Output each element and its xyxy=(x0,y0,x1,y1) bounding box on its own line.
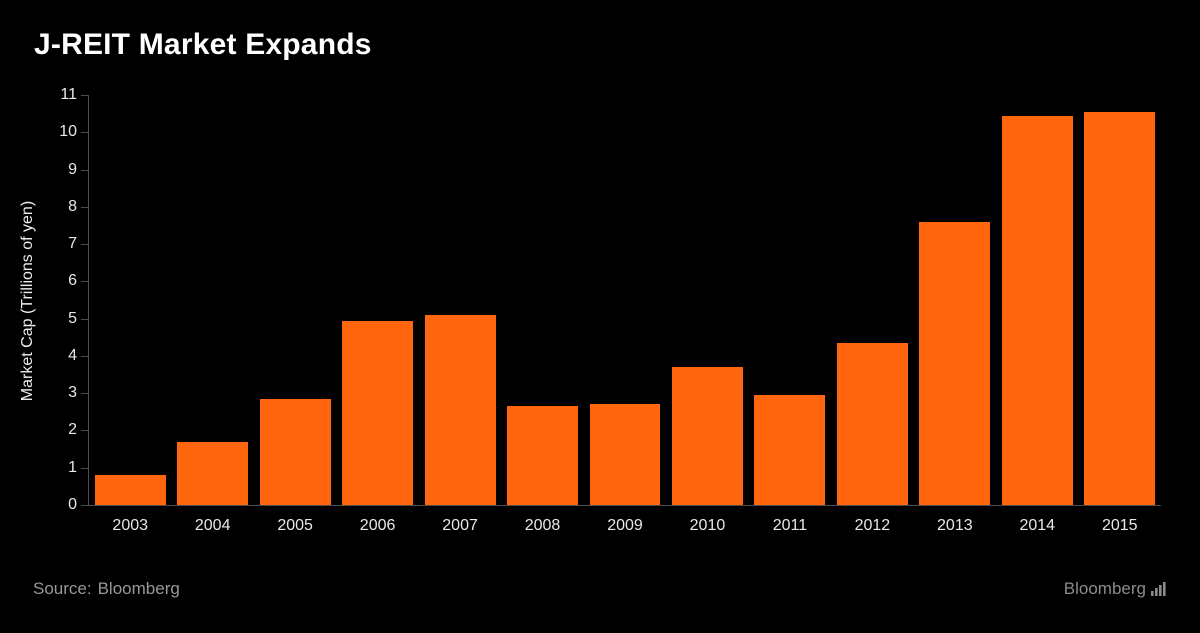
bar-2012 xyxy=(836,342,908,505)
y-tick-label: 0 xyxy=(68,496,77,513)
y-axis-title: Market Cap (Trillions of yen) xyxy=(19,200,36,402)
bar-2009 xyxy=(589,404,661,505)
y-tick-label: 11 xyxy=(60,86,77,103)
y-tick-label: 2 xyxy=(68,421,77,439)
y-tick-label: 5 xyxy=(68,309,77,327)
bar-2004 xyxy=(177,441,249,505)
source-note: Source: Bloomberg xyxy=(33,579,180,599)
x-tick-label: 2013 xyxy=(937,517,973,534)
bar-2006 xyxy=(342,320,414,505)
y-tick-label: 9 xyxy=(68,160,77,178)
x-tick-label: 2004 xyxy=(194,517,231,534)
source-value: Bloomberg xyxy=(97,579,180,598)
y-tick-mark xyxy=(81,244,88,246)
x-tick-label: 2006 xyxy=(359,517,396,534)
bar-2014 xyxy=(1001,115,1073,505)
source-label: Source: xyxy=(33,579,92,598)
y-tick-label: 4 xyxy=(68,346,77,364)
y-tick-label: 6 xyxy=(68,272,77,290)
y-tick-mark xyxy=(81,505,88,506)
bloomberg-logo: Bloomberg xyxy=(1064,579,1166,599)
y-tick-label: 7 xyxy=(68,235,77,253)
y-tick-mark xyxy=(81,467,88,469)
y-tick-mark xyxy=(81,169,88,171)
chart-title: J-REIT Market Expands xyxy=(34,28,372,61)
x-tick-label: 2007 xyxy=(442,517,478,534)
bar-2011 xyxy=(754,395,826,505)
y-tick-label: 3 xyxy=(68,384,77,402)
bar-2008 xyxy=(507,406,578,505)
bar-2015 xyxy=(1084,111,1156,505)
y-tick-mark xyxy=(81,132,88,134)
y-tick-label: 8 xyxy=(68,197,77,215)
y-tick-mark xyxy=(81,355,88,357)
y-tick-mark xyxy=(81,318,88,320)
x-tick-label: 2011 xyxy=(772,517,808,534)
x-tick-label: 2012 xyxy=(854,517,891,534)
x-tick-label: 2005 xyxy=(277,517,313,534)
bar-2003 xyxy=(94,475,166,505)
x-tick-label: 2015 xyxy=(1101,517,1138,534)
x-tick-label: 2008 xyxy=(524,517,561,534)
y-tick-mark xyxy=(81,281,88,283)
bar-2005 xyxy=(259,398,331,505)
bloomberg-wordmark: Bloomberg xyxy=(1063,579,1146,598)
bar-2010 xyxy=(672,367,743,505)
y-tick-label: 10 xyxy=(59,123,77,141)
bloomberg-chart-icon xyxy=(1151,582,1166,596)
y-tick-mark xyxy=(81,430,88,432)
bar-2007 xyxy=(424,314,496,505)
x-tick-label: 2014 xyxy=(1019,517,1056,534)
x-tick-label: 2009 xyxy=(607,517,643,534)
x-tick-label: 2003 xyxy=(112,517,149,534)
plot-area: 0 1 2 3 4 5 6 7 8 9 10 11 2003 2004 2005 2006 2007 2008 20… xyxy=(59,86,1161,534)
y-tick-label: 1 xyxy=(68,458,77,476)
y-tick-mark xyxy=(81,95,88,96)
bar-2013 xyxy=(919,221,991,505)
x-tick-label: 2010 xyxy=(689,517,726,534)
y-tick-mark xyxy=(81,206,88,208)
y-tick-mark xyxy=(81,393,88,395)
